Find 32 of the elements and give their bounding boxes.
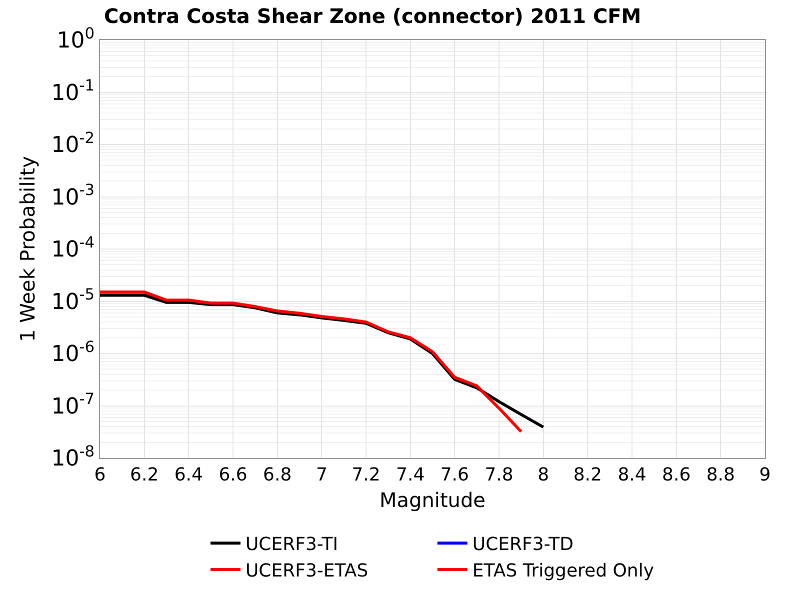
x-tick-label: 7 bbox=[316, 464, 328, 486]
y-tick-label: 10$^{-5}$ bbox=[51, 286, 95, 315]
x-tick-label: 6.4 bbox=[174, 464, 203, 486]
y-tick-label: 10$^{-4}$ bbox=[51, 233, 95, 263]
y-tick-label: 10$^{-2}$ bbox=[51, 128, 95, 158]
x-tick-label: 8.2 bbox=[573, 464, 602, 486]
y-tick-label: 10$^{-8}$ bbox=[51, 442, 95, 472]
x-tick-label: 8.4 bbox=[618, 464, 646, 486]
chart-title: Contra Costa Shear Zone (connector) 2011 CFM bbox=[104, 4, 642, 28]
x-tick-label: 8.8 bbox=[706, 464, 735, 486]
x-tick-label: 6.8 bbox=[263, 464, 292, 486]
y-tick-label: 10$^{-3}$ bbox=[51, 181, 95, 210]
x-tick-label: 6 bbox=[94, 464, 106, 486]
legend-label: UCERF3-ETAS bbox=[246, 560, 368, 582]
y-tick-label: 10$^{-7}$ bbox=[51, 390, 95, 420]
x-tick-label: 7.6 bbox=[440, 464, 469, 486]
x-tick-label: 8 bbox=[538, 464, 550, 486]
y-axis-title: 1 Week Probability bbox=[16, 156, 40, 342]
x-tick-label: 6.2 bbox=[130, 464, 159, 486]
y-tick-label: 10$^{0}$ bbox=[56, 24, 95, 54]
x-tick-label: 7.8 bbox=[484, 464, 514, 486]
x-axis-title: Magnitude bbox=[380, 488, 486, 512]
x-tick-label: 6.6 bbox=[218, 464, 248, 486]
x-tick-label: 7.4 bbox=[396, 464, 425, 486]
x-tick-label: 8.6 bbox=[662, 464, 691, 486]
x-tick-label: 9 bbox=[759, 464, 771, 486]
x-tick-label: 7.2 bbox=[352, 464, 380, 486]
legend-label: UCERF3-TI bbox=[246, 534, 338, 556]
y-tick-label: 10$^{-6}$ bbox=[51, 338, 95, 368]
y-tick-label: 10$^{-1}$ bbox=[51, 76, 95, 106]
legend-label: UCERF3-TD bbox=[472, 534, 574, 556]
legend-label: ETAS Triggered Only bbox=[472, 560, 654, 582]
